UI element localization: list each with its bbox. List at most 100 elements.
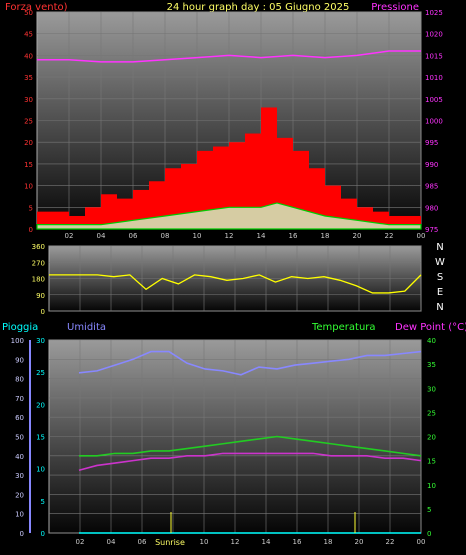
- temp-tick-8: 40: [427, 337, 436, 345]
- p1-x-tick-10: 22: [385, 232, 394, 240]
- wind-bar-4: [101, 194, 117, 229]
- p1-left-tick-0: 0: [29, 226, 33, 234]
- p3-x-tick-2: 06: [138, 538, 147, 546]
- rain-tick-5: 50: [15, 434, 24, 442]
- header-right: Pressione: [371, 2, 419, 13]
- wind-bar-13: [245, 133, 261, 229]
- p1-left-tick-6: 30: [24, 96, 33, 104]
- panel1-left-axis: 0 5 10 15 20 25 30 35 40 45 50: [24, 9, 33, 234]
- p1-right-tick-9: 1020: [425, 31, 443, 39]
- rain-tick-4: 40: [15, 453, 24, 461]
- temp-tick-6: 30: [427, 385, 436, 393]
- p1-left-tick-4: 20: [24, 139, 33, 147]
- humidity-axis: 0 5 10 15 20 25 30: [36, 337, 45, 538]
- p2-tick-0: 0: [41, 308, 45, 316]
- compass-0: N: [436, 242, 443, 253]
- rain-tick-1: 10: [15, 511, 24, 519]
- temp-tick-4: 20: [427, 434, 436, 442]
- p2-tick-1: 90: [36, 292, 45, 300]
- rain-tick-2: 20: [15, 491, 24, 499]
- temp-tick-1: 5: [427, 506, 431, 514]
- p1-x-tick-8: 18: [321, 232, 330, 240]
- p1-right-tick-1: 980: [425, 204, 438, 212]
- p1-x-tick-0: 02: [65, 232, 74, 240]
- panel3-lines: [78, 350, 422, 534]
- p3-x-tick-0: 02: [76, 538, 85, 546]
- p2-tick-4: 360: [32, 243, 45, 251]
- pressure-line: [37, 50, 421, 63]
- rain-tick-0: 0: [20, 530, 24, 538]
- hum-tick-6: 30: [36, 337, 45, 345]
- p1-x-tick-2: 06: [129, 232, 138, 240]
- p1-left-tick-3: 15: [24, 161, 33, 169]
- temp-humidity-panel: 0 10 20 30 40 50 60 70 80 90 100 0 5 10 15 20 25 30 0 5 10…: [11, 337, 436, 547]
- panel2-grid: [49, 245, 422, 312]
- label-umidita: Umidita: [67, 322, 106, 333]
- rain-tick-8: 80: [15, 376, 24, 384]
- rain-tick-9: 90: [15, 356, 24, 364]
- rain-tick-6: 60: [15, 414, 24, 422]
- temp-tick-5: 25: [427, 409, 436, 417]
- p2-tick-3: 270: [32, 259, 45, 267]
- p3-x-tick-7: 16: [293, 538, 302, 546]
- p3-x-tick-6: 14: [262, 538, 271, 546]
- p1-right-tick-2: 985: [425, 183, 438, 191]
- compass-3: E: [437, 287, 443, 298]
- p3-x-tick-8: 18: [324, 538, 333, 546]
- p1-x-tick-1: 04: [97, 232, 106, 240]
- wind-bar-3: [85, 207, 101, 229]
- p1-right-tick-6: 1005: [425, 96, 443, 104]
- p2-tick-2: 180: [32, 276, 45, 284]
- hum-tick-5: 25: [36, 369, 45, 377]
- p1-left-tick-5: 25: [24, 118, 33, 126]
- p1-right-tick-5: 1000: [425, 118, 443, 126]
- p1-right-tick-3: 990: [425, 161, 438, 169]
- p3-x-tick-11: 00: [417, 538, 426, 546]
- p1-x-tick-6: 14: [257, 232, 266, 240]
- header-left: Forza vento): [5, 2, 68, 13]
- p1-left-tick-1: 5: [29, 204, 33, 212]
- p3-x-tick-4: 10: [200, 538, 209, 546]
- gust-area-path: [36, 202, 422, 230]
- p3-x-tick-10: 22: [386, 538, 395, 546]
- dewpoint-line: [78, 452, 422, 472]
- header-center: 24 hour graph day : 05 Giugno 2025: [167, 2, 350, 13]
- wind-bar-14: [261, 107, 277, 229]
- rain-tick-10: 100: [11, 337, 24, 345]
- p1-right-tick-7: 1010: [425, 74, 443, 82]
- gust-area: [36, 202, 422, 230]
- hum-tick-0: 0: [41, 530, 45, 538]
- p1-left-tick-8: 40: [24, 52, 33, 60]
- panel3-x-ticks: 02 04 06 10 12 14 16 18 20 22 00: [76, 538, 426, 546]
- hum-tick-3: 15: [36, 434, 45, 442]
- p1-x-tick-9: 20: [353, 232, 362, 240]
- compass-1: W: [435, 257, 445, 268]
- hum-tick-1: 5: [41, 498, 45, 506]
- temp-tick-0: 0: [427, 530, 431, 538]
- p1-x-tick-7: 16: [289, 232, 298, 240]
- pressure-polyline: [37, 50, 421, 63]
- direction-line: [49, 274, 422, 294]
- compass-2: S: [437, 272, 443, 283]
- p3-x-tick-5: 12: [231, 538, 240, 546]
- label-dew: Dew Point (°C): [395, 322, 466, 333]
- rain-tick-7: 70: [15, 395, 24, 403]
- compass-4: N: [436, 302, 443, 313]
- p1-left-tick-7: 35: [24, 74, 33, 82]
- p1-x-tick-3: 08: [161, 232, 170, 240]
- p1-left-tick-9: 45: [24, 31, 33, 39]
- panel2-axis: 0 90 180 270 360: [32, 243, 45, 316]
- temperature-axis: 0 5 10 15 20 25 30 35 40: [427, 337, 436, 538]
- humidity-line: [78, 350, 422, 376]
- p1-left-tick-2: 10: [24, 183, 33, 191]
- p3-x-tick-1: 04: [107, 538, 116, 546]
- sunrise-label: Sunrise: [155, 538, 185, 547]
- panel1-x-ticks: 02 04 06 08 10 12 14 16 18 20 22 00: [65, 232, 426, 240]
- direction-polyline: [49, 274, 422, 294]
- p1-x-tick-5: 12: [225, 232, 234, 240]
- hum-tick-4: 20: [36, 401, 45, 409]
- rain-tick-3: 30: [15, 472, 24, 480]
- p1-x-tick-4: 10: [193, 232, 202, 240]
